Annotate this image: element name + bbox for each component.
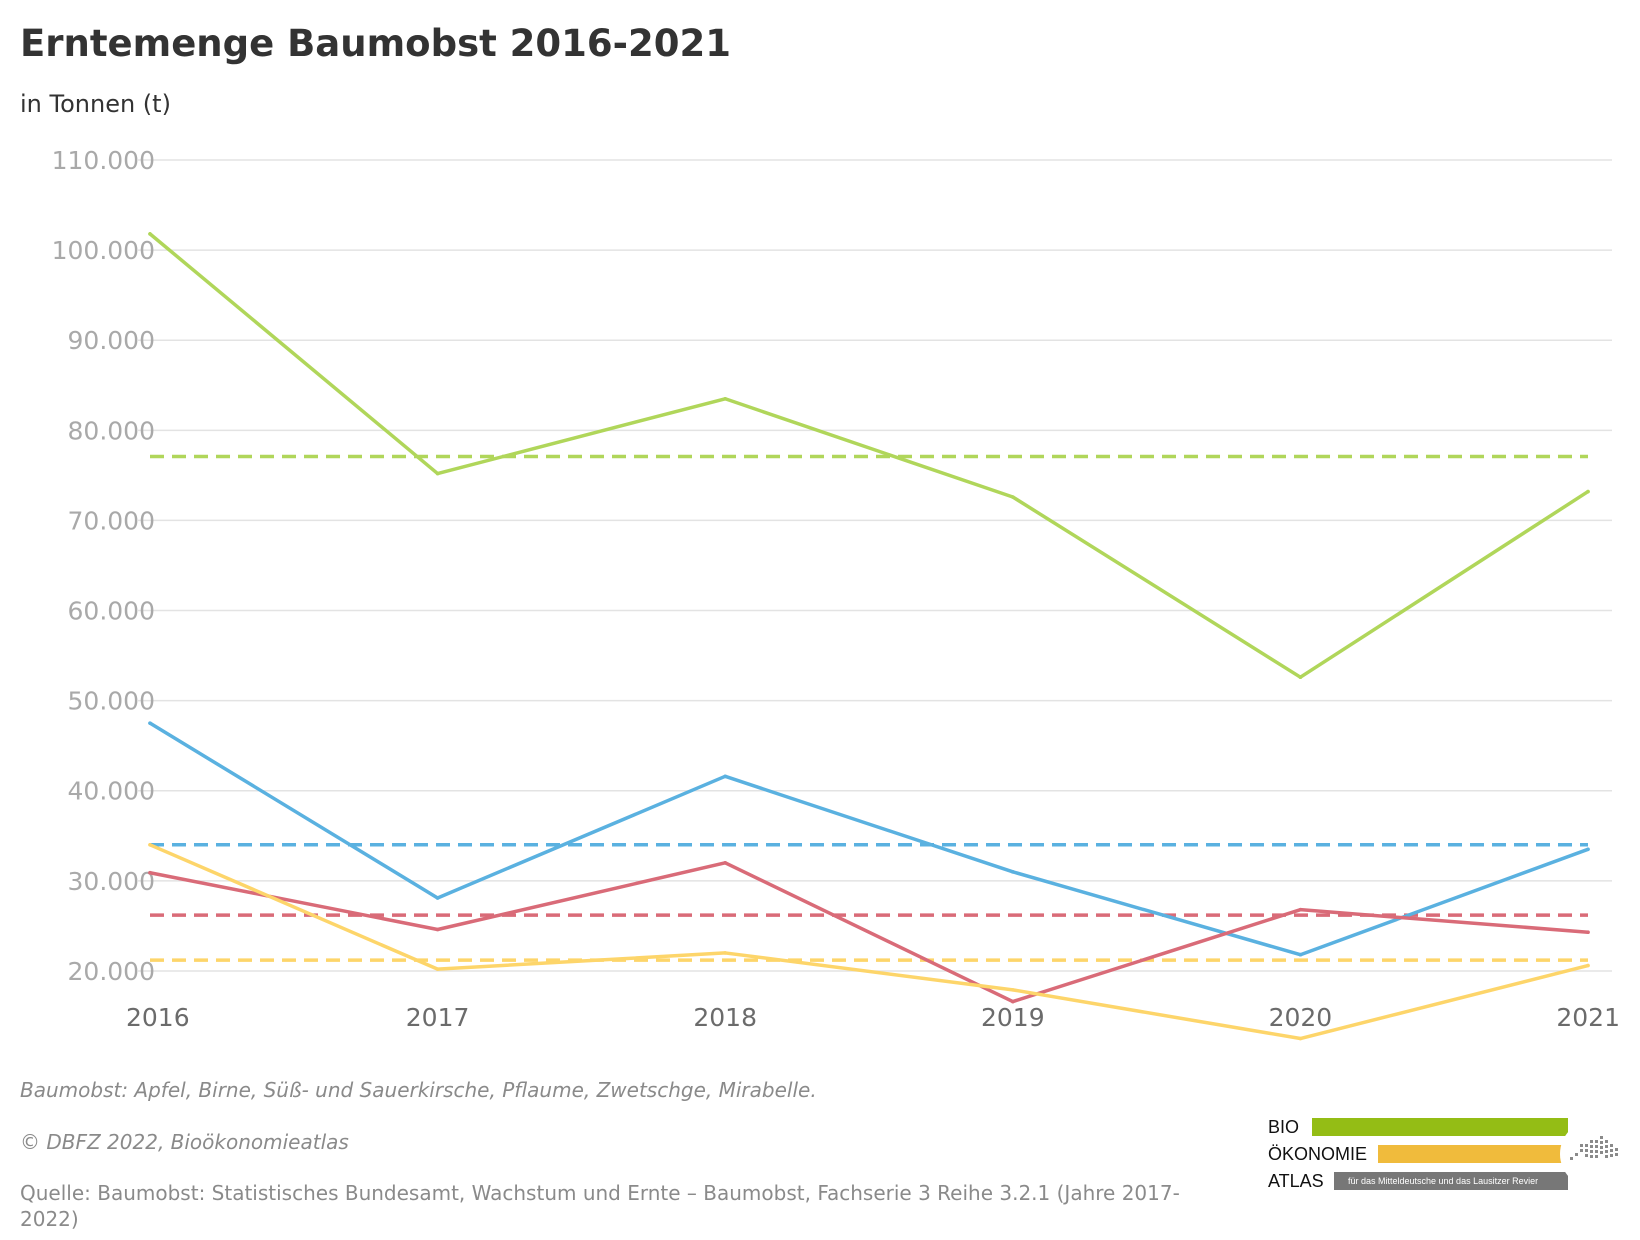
x-tick-label: 2021 [1556,1003,1620,1032]
series-line [148,861,1590,1004]
logo-text-oekonomie: ÖKONOMIE [1268,1144,1368,1164]
series-point [148,721,152,725]
chart-subtitle: in Tonnen (t) [20,90,171,118]
series-point [1586,489,1590,494]
series-point [148,843,152,847]
series-point [1011,495,1015,499]
series-lines [148,232,1590,1041]
y-tick-label: 100.000 [52,236,155,265]
series-point [1011,999,1015,1004]
copyright-note: © DBFZ 2022, Bioökonomieatlas [20,1130,349,1154]
y-tick-label: 110.000 [52,146,155,175]
series-point [148,870,152,875]
chart-title: Erntemenge Baumobst 2016-2021 [20,22,731,65]
series-point [148,232,152,236]
y-tick-label: 80.000 [68,416,155,445]
series-line [148,843,1590,1041]
series-point [1011,870,1015,874]
y-tick-label: 70.000 [68,506,155,535]
logo-gray-bar [1334,1172,1568,1190]
bioeconomy-atlas-logo: BIO ÖKONOMIE ATLAS für das Mitteldeutsch… [1268,1114,1628,1192]
series-point [1298,1036,1303,1041]
series-line [148,721,1590,957]
series-point [723,396,727,401]
x-tick-label: 2020 [1269,1003,1333,1032]
series-point [435,896,440,900]
series-point [435,471,440,476]
line-chart: 20.000 30.000 40.000 50.000 60.000 70.000 80.0… [52,146,1620,1041]
logo-text-bio: BIO [1268,1117,1300,1137]
x-tick-label: 2019 [981,1003,1045,1032]
y-axis-tick-labels: 20.000 30.000 40.000 50.000 60.000 70.000 80.0… [52,146,155,986]
series-point [1586,963,1590,968]
x-tick-label: 2018 [693,1003,757,1032]
series-line [148,232,1590,679]
series-point [1298,675,1303,680]
y-tick-label: 60.000 [68,597,155,626]
series-point [723,774,727,779]
logo-text-atlas: ATLAS [1268,1171,1324,1191]
series-point [435,927,440,932]
y-tick-label: 20.000 [68,957,155,986]
series-point [1298,907,1303,912]
grid-lines [138,159,1612,972]
series-point [435,967,440,971]
y-tick-label: 90.000 [68,326,155,355]
logo-yellow-bar [1378,1145,1568,1163]
y-tick-label: 30.000 [68,867,155,896]
series-point [1586,847,1590,852]
series-point [1011,988,1015,992]
series-point [1298,952,1303,957]
x-tick-label: 2016 [126,1003,190,1032]
mean-lines [150,454,1588,962]
x-tick-label: 2017 [406,1003,470,1032]
source-note: Quelle: Baumobst: Statistisches Bundesam… [20,1181,1180,1231]
x-axis-tick-labels: 2016 2017 2018 2019 2020 2021 [126,1003,1620,1032]
series-point [723,951,727,955]
logo-tagline: für das Mitteldeutsche und das Lausitzer… [1348,1176,1539,1186]
logo-green-bar [1312,1118,1568,1136]
series-point [1586,930,1590,935]
y-tick-label: 40.000 [68,777,155,806]
y-tick-label: 50.000 [68,687,155,716]
series-point [723,861,727,865]
definition-note: Baumobst: Apfel, Birne, Süß- und Sauerki… [20,1078,817,1102]
region-map-icon [1560,1120,1626,1188]
